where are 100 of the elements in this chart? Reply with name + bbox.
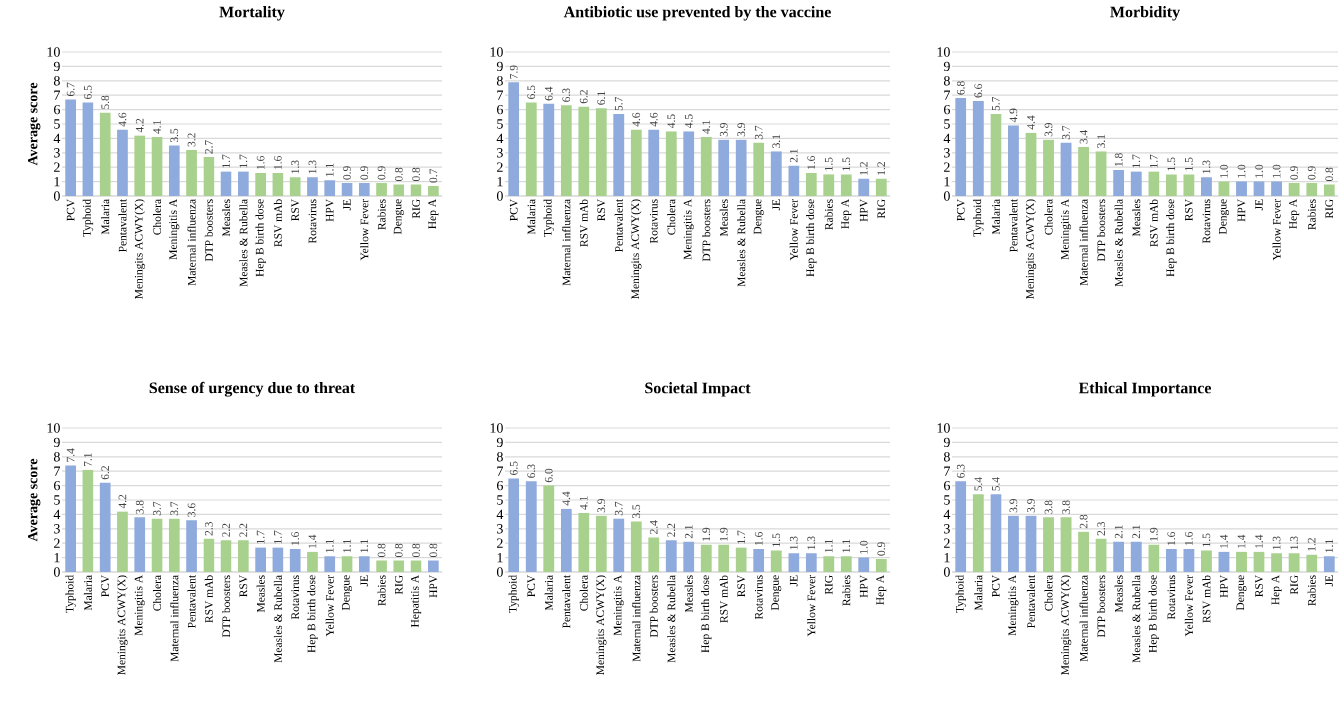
x-tick-label: Meningitis A <box>613 575 624 636</box>
y-tick-label: 2 <box>944 538 950 548</box>
data-label: 4.4 <box>562 491 571 506</box>
x-tick-label: Measles <box>222 199 231 237</box>
x-tick-label: Typhoid <box>955 575 966 613</box>
bar <box>543 485 555 572</box>
y-tick-label: 0 <box>496 191 503 201</box>
bar <box>255 172 266 196</box>
bar <box>289 548 301 572</box>
bar <box>735 139 747 196</box>
x-tick-label: Dengue <box>753 199 764 235</box>
data-label: 5.8 <box>101 95 110 109</box>
bar <box>1288 183 1300 196</box>
x-tick-label: Yellow Fever <box>807 575 816 637</box>
x-tick-label: Cholera <box>152 575 162 611</box>
data-label: 4.4 <box>1027 115 1035 130</box>
y-tick-label: 7 <box>497 90 503 100</box>
x-tick-label: Pentavalent <box>614 198 623 253</box>
bar <box>1113 541 1125 572</box>
x-tick-label: Meningitis A <box>1061 199 1072 260</box>
y-tick-label: 2 <box>497 538 503 548</box>
data-label: 6.4 <box>544 86 553 101</box>
x-tick-label: Measles <box>1114 575 1123 613</box>
bar <box>1060 142 1072 196</box>
data-label: 1.1 <box>343 539 351 553</box>
x-tick-label: HPV <box>1237 199 1246 222</box>
data-label: 1.5 <box>1167 157 1176 171</box>
x-tick-label: Maternal influenza <box>170 575 179 662</box>
data-label: 4.2 <box>135 118 144 133</box>
data-label: 1.4 <box>1255 534 1263 548</box>
data-label: 1.1 <box>325 539 334 553</box>
data-label: 1.7 <box>256 530 265 544</box>
bar <box>307 551 318 572</box>
x-tick-label: Malaria <box>83 575 92 611</box>
y-tick-label: 10 <box>47 47 60 57</box>
bar <box>595 108 607 196</box>
data-label: 1.5 <box>772 533 781 547</box>
y-tick-label: 4 <box>943 509 951 519</box>
bar <box>560 508 572 572</box>
bar <box>595 515 607 572</box>
x-tick-label: RSV mAb <box>1149 199 1158 247</box>
x-tick-label: Pentavalent <box>562 574 571 629</box>
bar <box>255 547 266 572</box>
bar <box>955 481 967 572</box>
x-tick-label: Meningits ACWY(X) <box>1025 199 1037 299</box>
bar <box>1007 125 1019 196</box>
y-tick-label: 6 <box>54 104 60 115</box>
bar <box>630 129 642 196</box>
x-tick-label: Rotavirus <box>1202 199 1211 244</box>
x-tick-label: HPV <box>859 575 868 598</box>
bar <box>770 151 782 196</box>
y-tick-label: 2 <box>54 162 60 172</box>
data-label: 2.1 <box>1114 525 1123 539</box>
x-tick-label: DTP boosters <box>1097 575 1106 638</box>
data-label: 3.9 <box>1044 123 1053 137</box>
y-tick-label: 1 <box>497 176 503 187</box>
bar <box>1236 181 1247 196</box>
data-label: 1.9 <box>1149 527 1158 541</box>
y-tick-label: 2 <box>54 538 60 548</box>
y-tick-label: 7 <box>944 90 950 100</box>
x-tick-label: Meningitis A <box>169 199 180 260</box>
bar <box>1271 553 1283 572</box>
x-tick-label: Meningits ACWY(X) <box>134 199 145 299</box>
data-label: 4.6 <box>649 112 658 127</box>
bar <box>578 512 590 572</box>
y-tick-label: 3 <box>944 148 950 158</box>
data-label: 4.1 <box>153 120 161 134</box>
y-tick-label: 8 <box>496 452 503 462</box>
bar <box>1148 544 1160 572</box>
x-tick-label: RIG <box>824 575 833 595</box>
data-label: 1.0 <box>1220 164 1228 178</box>
x-tick-label: PCV <box>527 575 536 597</box>
y-tick-label: 5 <box>54 495 60 505</box>
x-tick-label: Measles & Rubella <box>667 575 676 663</box>
data-label: 3.9 <box>1009 499 1018 513</box>
bar <box>1078 147 1090 196</box>
data-label: 2.1 <box>789 149 798 163</box>
bar <box>613 518 625 572</box>
data-label: 1.2 <box>877 162 886 175</box>
y-tick-label: 1 <box>497 552 503 563</box>
x-tick-label: Hep B birth dose <box>307 575 318 653</box>
y-tick-label: 2 <box>944 162 950 172</box>
bar <box>735 547 747 572</box>
x-tick-label: DTP boosters <box>204 199 213 262</box>
data-label: 2.1 <box>1132 525 1141 539</box>
y-tick-label: 5 <box>944 495 950 505</box>
bar <box>613 113 625 196</box>
bar <box>220 171 232 196</box>
y-tick-label: 9 <box>53 61 60 72</box>
x-tick-label: Yellow Fever <box>789 199 798 261</box>
bar <box>134 517 146 572</box>
bar <box>289 177 301 196</box>
bar <box>718 139 730 196</box>
bar <box>1113 170 1125 196</box>
x-tick-label: DTP boosters <box>702 199 711 262</box>
data-label: 6.3 <box>562 88 571 102</box>
bar <box>82 469 94 572</box>
bar <box>186 149 197 196</box>
x-tick-label: Typhoid <box>543 199 554 237</box>
y-tick-label: 0 <box>943 567 950 577</box>
